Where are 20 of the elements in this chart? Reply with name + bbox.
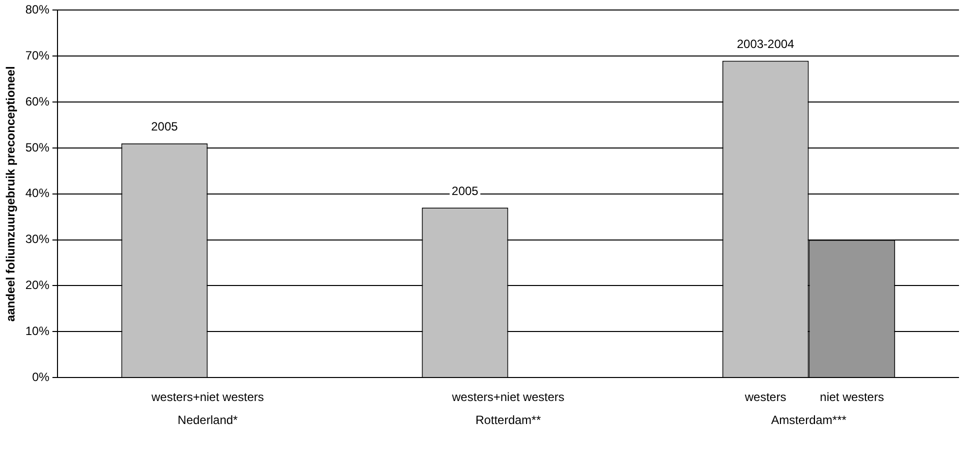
y-tick-label: 40% [25, 186, 50, 200]
annotation: 2005 [151, 120, 178, 134]
y-tick-label: 30% [25, 232, 50, 246]
y-tick-label: 60% [25, 94, 50, 108]
x-tick-label: Rotterdam** [476, 413, 542, 428]
text: niet westers [820, 390, 884, 404]
annotation: 2003-2004 [736, 37, 795, 52]
y-tick-label: 50% [25, 140, 50, 154]
x-tick-label: Nederland* [178, 413, 238, 428]
text: westers+niet westers [150, 390, 264, 404]
text: westers+niet westers [451, 390, 564, 404]
x-tick-label: Amsterdam*** [771, 413, 847, 428]
y-tick-label: 10% [25, 324, 50, 338]
y-tick-label: 80% [25, 2, 50, 17]
y-axis-title: aandeel foliumzuurgebruik preconceptioneel [4, 66, 18, 322]
y-tick-label: 0% [32, 370, 50, 384]
y-tick-label: 20% [25, 278, 50, 292]
annotation: 2005 [452, 184, 479, 198]
y-tick-label: 70% [25, 48, 50, 62]
text: westers [744, 390, 786, 404]
